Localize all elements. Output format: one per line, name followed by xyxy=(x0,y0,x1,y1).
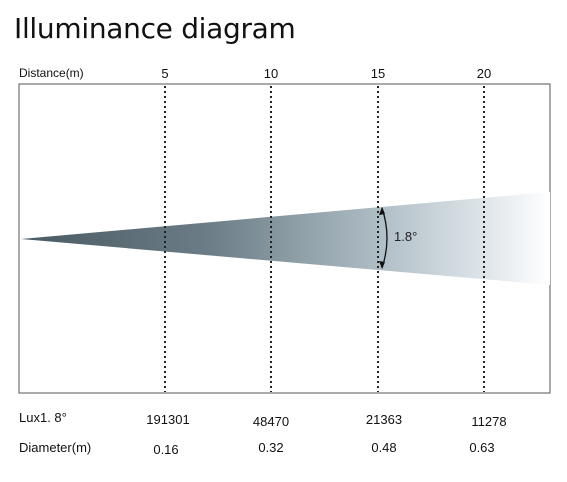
lux-value-20m: 11278 xyxy=(471,414,507,429)
arc-arrow-bottom-icon xyxy=(379,261,385,269)
lux-value-5m: 191301 xyxy=(146,412,190,427)
distance-tick-15: 15 xyxy=(370,66,386,81)
diameter-value-20m: 0.63 xyxy=(469,440,495,455)
lux-row-label: Lux1. 8° xyxy=(19,410,67,425)
distance-tick-10: 10 xyxy=(263,66,279,81)
diameter-row-label: Diameter(m) xyxy=(19,440,92,455)
distance-axis-label: Distance(m) xyxy=(19,66,84,80)
arc-arrow-top-icon xyxy=(379,207,385,215)
light-beam xyxy=(21,192,550,285)
diameter-value-10m: 0.32 xyxy=(258,440,284,455)
diameter-value-5m: 0.16 xyxy=(153,442,179,457)
lux-value-15m: 21363 xyxy=(365,412,403,427)
distance-tick-20: 20 xyxy=(476,66,492,81)
diameter-value-15m: 0.48 xyxy=(371,440,397,455)
page-title: Illuminance diagram xyxy=(14,12,296,45)
lux-value-10m: 48470 xyxy=(252,414,290,429)
distance-tick-5: 5 xyxy=(161,66,169,81)
beam-angle-label: 1.8° xyxy=(394,229,418,244)
